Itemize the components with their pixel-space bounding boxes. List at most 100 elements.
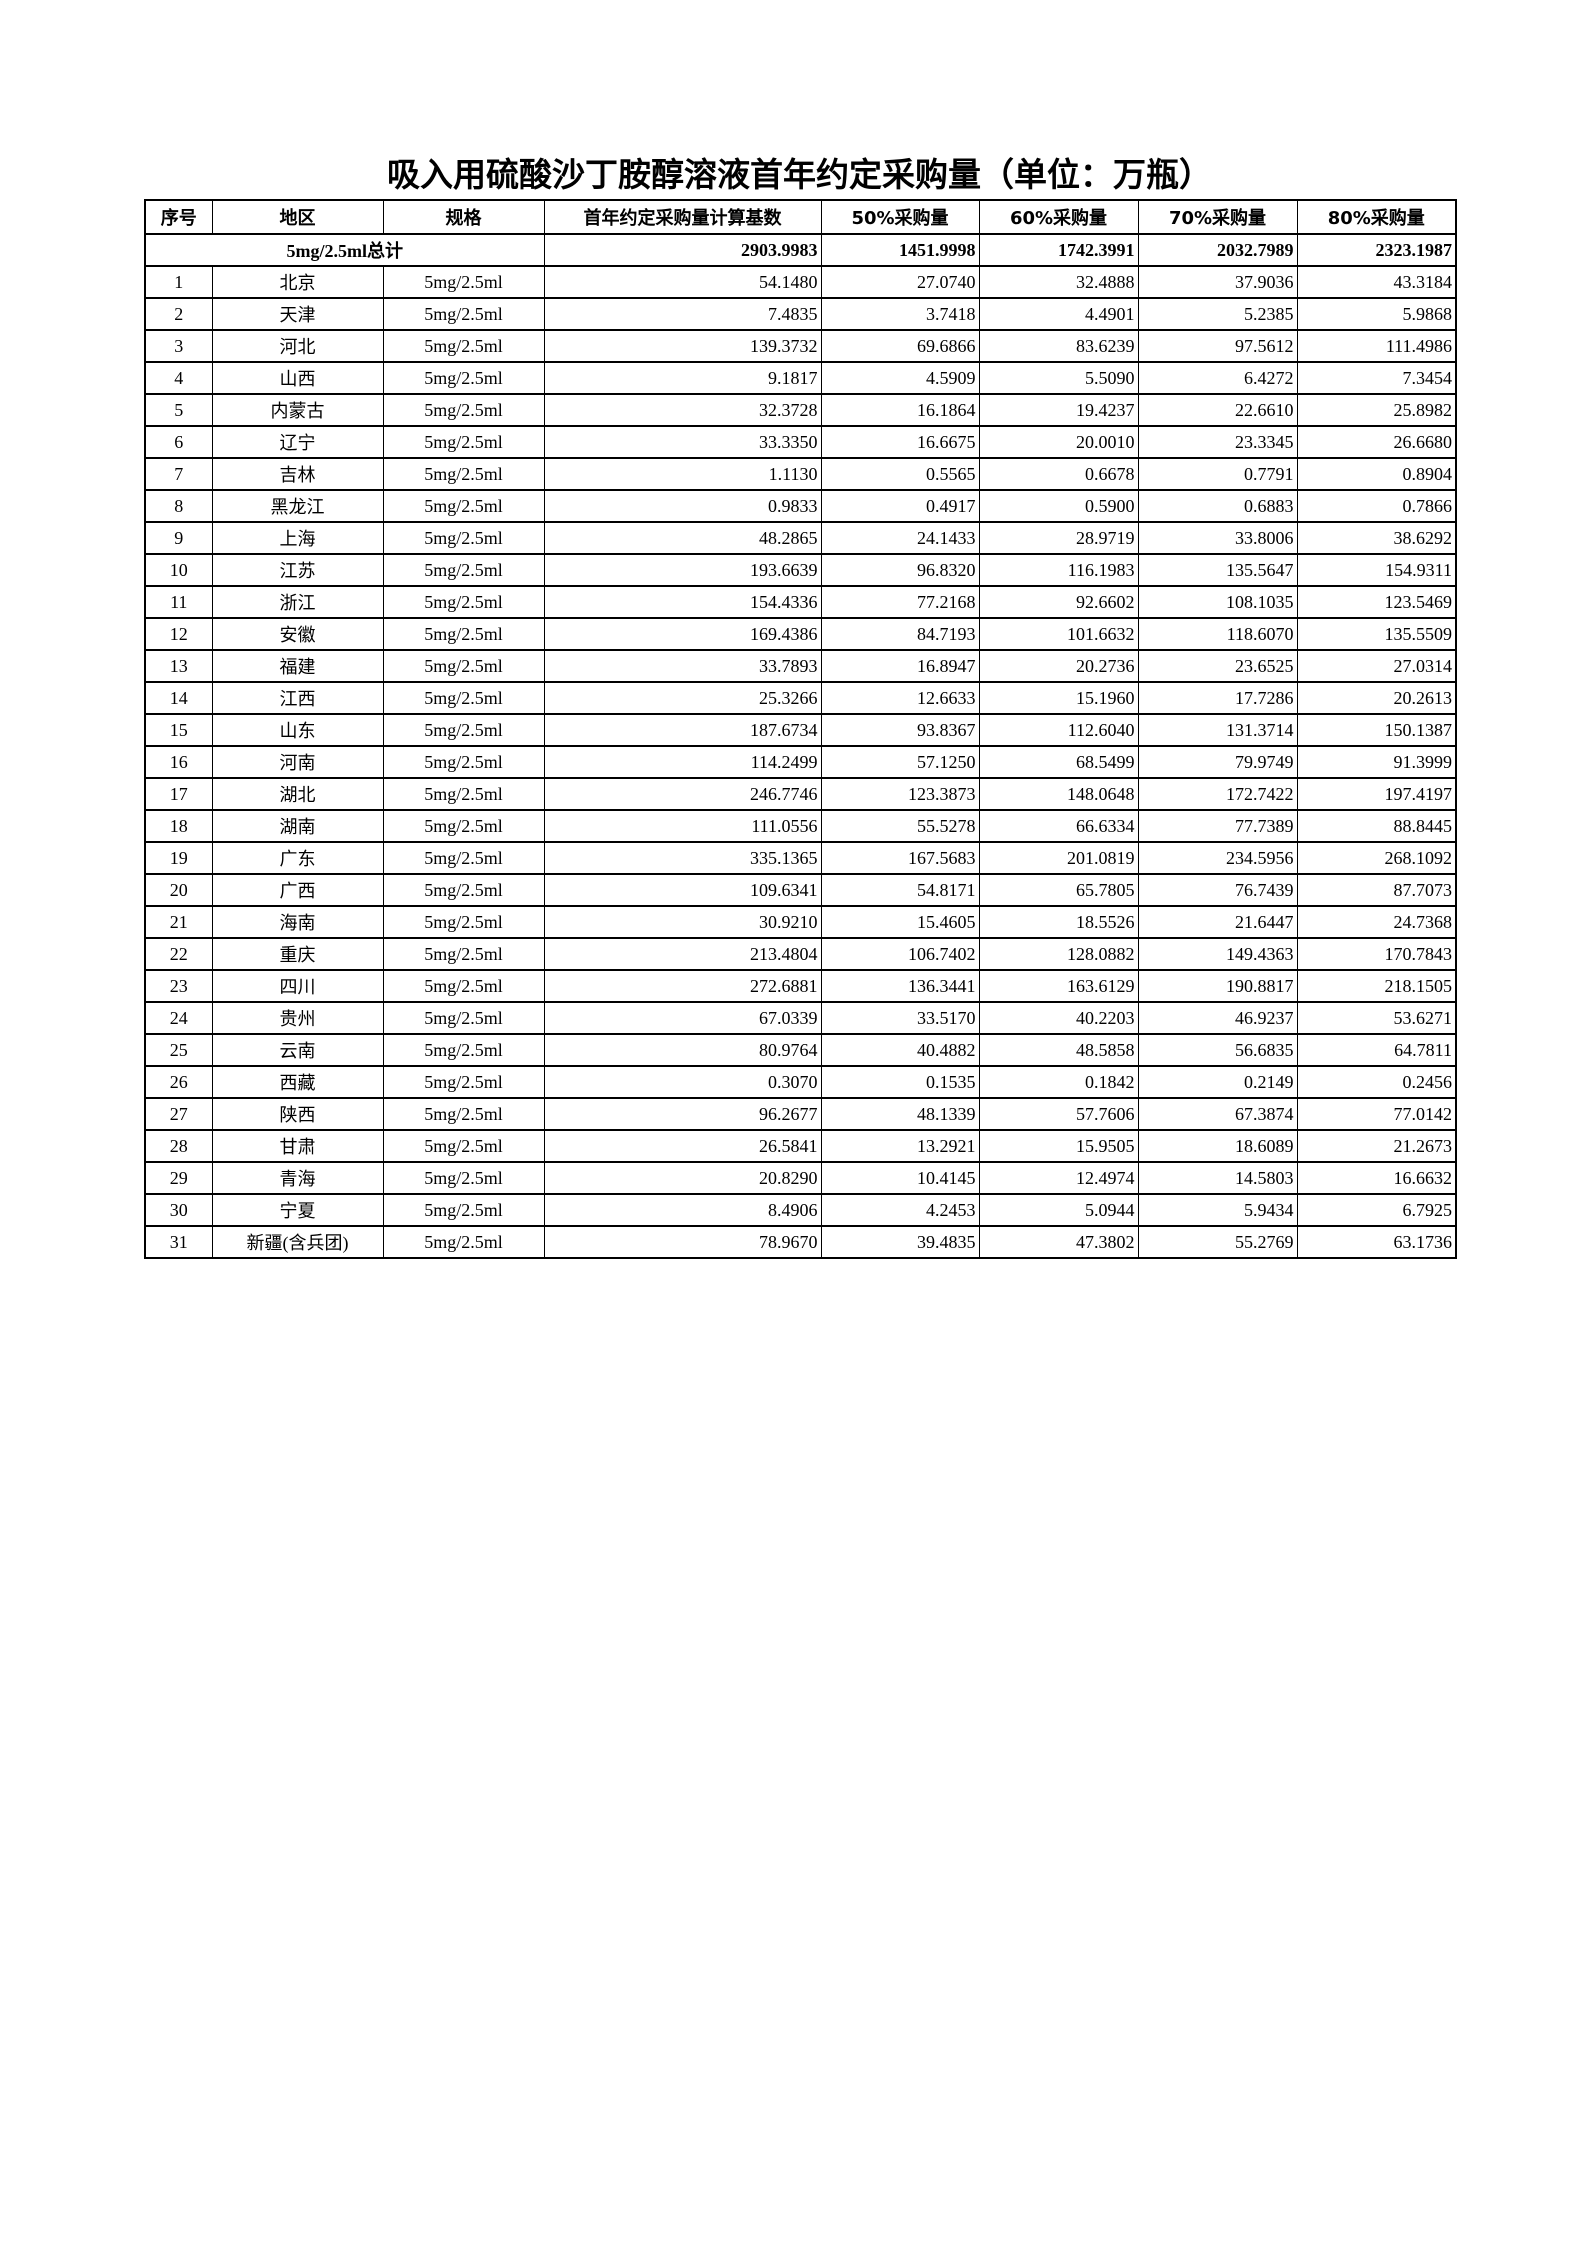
cell-spec: 5mg/2.5ml (382, 521, 545, 555)
cell-50: 16.6675 (820, 425, 980, 459)
cell-50: 106.7402 (820, 937, 980, 971)
cell-spec: 5mg/2.5ml (382, 1129, 545, 1163)
cell-index: 13 (144, 649, 213, 683)
cell-region: 广西 (211, 873, 384, 907)
table-row: 17 湖北 5mg/2.5ml 246.7746 123.3873 148.0648 172… (144, 777, 1457, 811)
cell-spec: 5mg/2.5ml (382, 457, 545, 491)
cell-base: 111.0556 (543, 809, 822, 843)
cell-spec: 5mg/2.5ml (382, 329, 545, 363)
table-row: 29 青海 5mg/2.5ml 20.8290 10.4145 12.4974 14.580… (144, 1161, 1457, 1195)
cell-region: 青海 (211, 1161, 384, 1195)
cell-spec: 5mg/2.5ml (382, 1097, 545, 1131)
cell-80: 0.8904 (1296, 457, 1457, 491)
total-row: 5mg/2.5ml总计 2903.9983 1451.9998 1742.399… (144, 233, 1457, 267)
cell-80: 77.0142 (1296, 1097, 1457, 1131)
cell-50: 16.8947 (820, 649, 980, 683)
cell-index: 18 (144, 809, 213, 843)
cell-base: 114.2499 (543, 745, 822, 779)
total-70: 2032.7989 (1137, 233, 1298, 267)
cell-70: 234.5956 (1137, 841, 1298, 875)
cell-base: 33.3350 (543, 425, 822, 459)
cell-index: 14 (144, 681, 213, 715)
table-row: 21 海南 5mg/2.5ml 30.9210 15.4605 18.5526 21.644… (144, 905, 1457, 939)
cell-spec: 5mg/2.5ml (382, 745, 545, 779)
cell-70: 149.4363 (1137, 937, 1298, 971)
cell-80: 64.7811 (1296, 1033, 1457, 1067)
procurement-table: 序号 地区 规格 首年约定采购量计算基数 50%采购量 60%采购量 70%采购… (144, 199, 1457, 1259)
cell-base: 169.4386 (543, 617, 822, 651)
cell-50: 54.8171 (820, 873, 980, 907)
cell-region: 黑龙江 (211, 489, 384, 523)
cell-70: 190.8817 (1137, 969, 1298, 1003)
cell-80: 197.4197 (1296, 777, 1457, 811)
cell-base: 7.4835 (543, 297, 822, 331)
cell-base: 139.3732 (543, 329, 822, 363)
cell-80: 6.7925 (1296, 1193, 1457, 1227)
cell-60: 12.4974 (978, 1161, 1139, 1195)
cell-70: 18.6089 (1137, 1129, 1298, 1163)
cell-region: 北京 (211, 265, 384, 299)
table-row: 9 上海 5mg/2.5ml 48.2865 24.1433 28.9719 33.8006… (144, 521, 1457, 555)
cell-60: 101.6632 (978, 617, 1139, 651)
cell-50: 33.5170 (820, 1001, 980, 1035)
cell-60: 65.7805 (978, 873, 1139, 907)
cell-region: 贵州 (211, 1001, 384, 1035)
cell-60: 83.6239 (978, 329, 1139, 363)
table-row: 10 江苏 5mg/2.5ml 193.6639 96.8320 116.1983 135.… (144, 553, 1457, 587)
cell-base: 335.1365 (543, 841, 822, 875)
table-row: 24 贵州 5mg/2.5ml 67.0339 33.5170 40.2203 46.923… (144, 1001, 1457, 1035)
cell-index: 30 (144, 1193, 213, 1227)
cell-50: 27.0740 (820, 265, 980, 299)
table-row: 5 内蒙古 5mg/2.5ml 32.3728 16.1864 19.4237 22.661… (144, 393, 1457, 427)
cell-base: 0.3070 (543, 1065, 822, 1099)
cell-region: 天津 (211, 297, 384, 331)
cell-60: 112.6040 (978, 713, 1139, 747)
total-60: 1742.3991 (978, 233, 1139, 267)
cell-50: 4.2453 (820, 1193, 980, 1227)
cell-index: 4 (144, 361, 213, 395)
cell-60: 15.1960 (978, 681, 1139, 715)
cell-80: 0.2456 (1296, 1065, 1457, 1099)
cell-80: 87.7073 (1296, 873, 1457, 907)
cell-70: 46.9237 (1137, 1001, 1298, 1035)
cell-base: 193.6639 (543, 553, 822, 587)
cell-50: 48.1339 (820, 1097, 980, 1131)
cell-70: 23.3345 (1137, 425, 1298, 459)
cell-80: 123.5469 (1296, 585, 1457, 619)
cell-60: 116.1983 (978, 553, 1139, 587)
cell-60: 20.2736 (978, 649, 1139, 683)
cell-60: 163.6129 (978, 969, 1139, 1003)
cell-spec: 5mg/2.5ml (382, 713, 545, 747)
cell-60: 148.0648 (978, 777, 1139, 811)
cell-70: 131.3714 (1137, 713, 1298, 747)
cell-base: 80.9764 (543, 1033, 822, 1067)
cell-70: 14.5803 (1137, 1161, 1298, 1195)
cell-index: 21 (144, 905, 213, 939)
cell-50: 96.8320 (820, 553, 980, 587)
header-60: 60%采购量 (978, 199, 1139, 235)
cell-spec: 5mg/2.5ml (382, 585, 545, 619)
cell-base: 9.1817 (543, 361, 822, 395)
cell-60: 92.6602 (978, 585, 1139, 619)
cell-index: 27 (144, 1097, 213, 1131)
cell-index: 26 (144, 1065, 213, 1099)
cell-80: 21.2673 (1296, 1129, 1457, 1163)
cell-60: 19.4237 (978, 393, 1139, 427)
cell-80: 111.4986 (1296, 329, 1457, 363)
cell-50: 15.4605 (820, 905, 980, 939)
cell-80: 135.5509 (1296, 617, 1457, 651)
cell-index: 8 (144, 489, 213, 523)
cell-region: 四川 (211, 969, 384, 1003)
cell-60: 128.0882 (978, 937, 1139, 971)
cell-50: 24.1433 (820, 521, 980, 555)
cell-index: 17 (144, 777, 213, 811)
cell-80: 218.1505 (1296, 969, 1457, 1003)
cell-80: 7.3454 (1296, 361, 1457, 395)
table-row: 3 河北 5mg/2.5ml 139.3732 69.6866 83.6239 97.561… (144, 329, 1457, 363)
cell-region: 江西 (211, 681, 384, 715)
cell-70: 76.7439 (1137, 873, 1298, 907)
cell-50: 3.7418 (820, 297, 980, 331)
cell-50: 136.3441 (820, 969, 980, 1003)
cell-index: 11 (144, 585, 213, 619)
cell-70: 6.4272 (1137, 361, 1298, 395)
